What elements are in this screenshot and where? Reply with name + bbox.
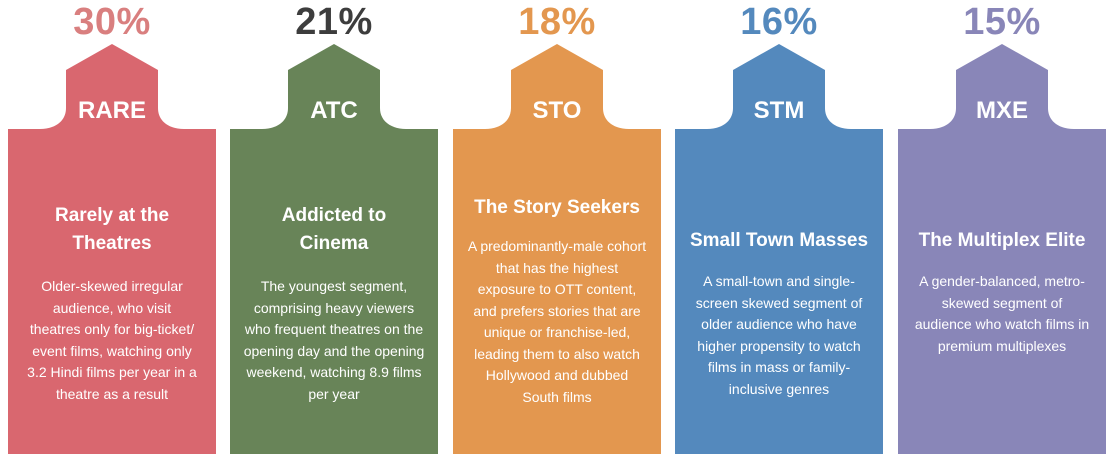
hexagon-card-shape xyxy=(8,44,216,454)
hexagon-card-shape xyxy=(675,44,883,454)
segment-description: A gender-balanced, metro-skewed segment … xyxy=(914,273,1090,354)
segment-code: MXE xyxy=(975,97,1028,124)
segment-card-sto: 18% STO The Story Seekers A predominantl… xyxy=(453,0,661,461)
segment-card-atc: 21% ATC Addicted to Cinema The youngest … xyxy=(230,0,438,461)
segment-title: The Multiplex Elite xyxy=(918,230,1086,251)
segment-code: STM xyxy=(753,97,805,124)
segment-title: The Story Seekers xyxy=(474,197,640,218)
segment-card-rare: 30% RARE Rarely at the Theatres Older-sk… xyxy=(8,0,216,461)
segment-percent: 21% xyxy=(295,1,373,43)
hexagon-card-shape xyxy=(453,44,661,454)
segment-code: RARE xyxy=(77,97,146,124)
segment-description: A predominantly-male cohort that has the… xyxy=(467,238,647,405)
segment-title: Small Town Masses xyxy=(689,230,869,251)
segment-code: STO xyxy=(532,97,582,124)
segment-title: Rarely at the Theatres xyxy=(54,205,170,254)
segment-percent: 30% xyxy=(73,1,151,43)
segment-description: Older-skewed irregular audience, who vis… xyxy=(27,278,197,402)
segment-percent: 18% xyxy=(518,1,596,43)
segment-description: A small-town and single-screen skewed se… xyxy=(695,273,863,397)
segment-description: The youngest segment, comprising heavy v… xyxy=(243,278,425,402)
segment-percent: 15% xyxy=(963,1,1041,43)
segment-percent: 16% xyxy=(740,1,818,43)
hexagon-card-shape xyxy=(230,44,438,454)
segment-title: Addicted to Cinema xyxy=(281,205,387,254)
segment-code: ATC xyxy=(310,97,358,124)
segment-card-stm: 16% STM Small Town Masses A small-town a… xyxy=(675,0,883,461)
hexagon-card-shape xyxy=(898,44,1106,454)
segment-card-mxe: 15% MXE The Multiplex Elite A gender-bal… xyxy=(898,0,1106,461)
